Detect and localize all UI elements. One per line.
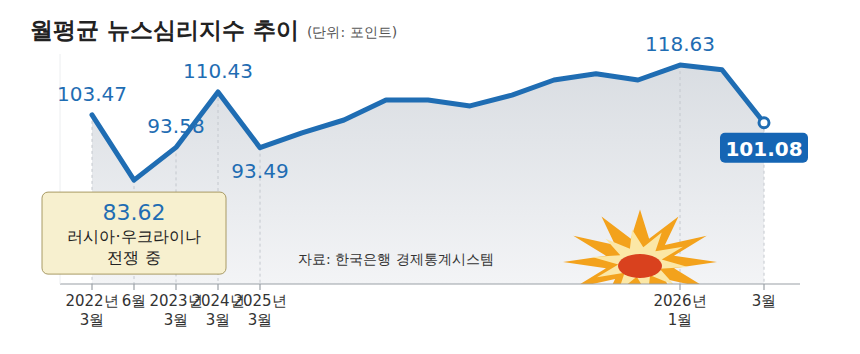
x-tick-label: 2026년1월 bbox=[653, 292, 706, 329]
data-label: 93.49 bbox=[231, 159, 288, 183]
explosion-core bbox=[618, 254, 662, 278]
end-point bbox=[759, 118, 769, 128]
x-axis bbox=[60, 283, 800, 284]
source: 자료: 한국은행 경제통계시스템 bbox=[298, 251, 494, 267]
annotation-box bbox=[42, 192, 226, 274]
x-tick-label-line: 2026년 bbox=[653, 292, 706, 310]
explosion-inner bbox=[592, 229, 688, 284]
data-label-box bbox=[720, 133, 808, 163]
data-label: 83.62 bbox=[103, 200, 166, 225]
x-tick-label-line: 3월 bbox=[164, 311, 189, 329]
x-tick-label-line: 2022년 bbox=[65, 292, 118, 310]
x-tick bbox=[175, 284, 176, 290]
data-label: 101.08 bbox=[725, 137, 802, 161]
x-tick-label-line: 1월 bbox=[668, 311, 693, 329]
x-tick-label: 2022년3월 bbox=[65, 292, 118, 329]
x-tick bbox=[91, 284, 92, 290]
annotation-line: 전쟁 중 bbox=[107, 248, 160, 267]
x-tick-label-line: 3월 bbox=[206, 311, 231, 329]
x-tick-label-line: 3월 bbox=[80, 311, 105, 329]
x-tick bbox=[763, 284, 764, 290]
x-tick-label-line: 2025년 bbox=[233, 292, 286, 310]
x-tick-label: 6월 bbox=[122, 292, 147, 310]
data-label: 103.47 bbox=[57, 82, 127, 106]
x-tick bbox=[679, 284, 680, 290]
annotation-line: 러시아·우크라이나 bbox=[67, 227, 200, 246]
title: 월평균 뉴스심리지수 추이 bbox=[30, 17, 299, 43]
chart-root: 월평균 뉴스심리지수 추이(단위: 포인트)2022년3월6월2023년3월20… bbox=[0, 0, 860, 354]
data-label: 93.58 bbox=[147, 114, 204, 138]
x-tick-label-line: 6월 bbox=[122, 292, 147, 310]
x-tick-label-line: 3월 bbox=[752, 292, 777, 310]
annotation-text: 러시아·우크라이나전쟁 중 bbox=[67, 227, 200, 267]
x-tick-label: 2025년3월 bbox=[233, 292, 286, 329]
x-tick bbox=[259, 284, 260, 290]
data-label: 110.43 bbox=[183, 59, 253, 83]
x-tick-label-line: 3월 bbox=[248, 311, 273, 329]
data-label: 118.63 bbox=[645, 32, 715, 56]
subtitle: (단위: 포인트) bbox=[307, 24, 397, 40]
x-tick bbox=[217, 284, 218, 290]
x-tick bbox=[133, 284, 134, 290]
explosion-outer bbox=[563, 210, 717, 285]
x-tick-label: 3월 bbox=[752, 292, 777, 310]
